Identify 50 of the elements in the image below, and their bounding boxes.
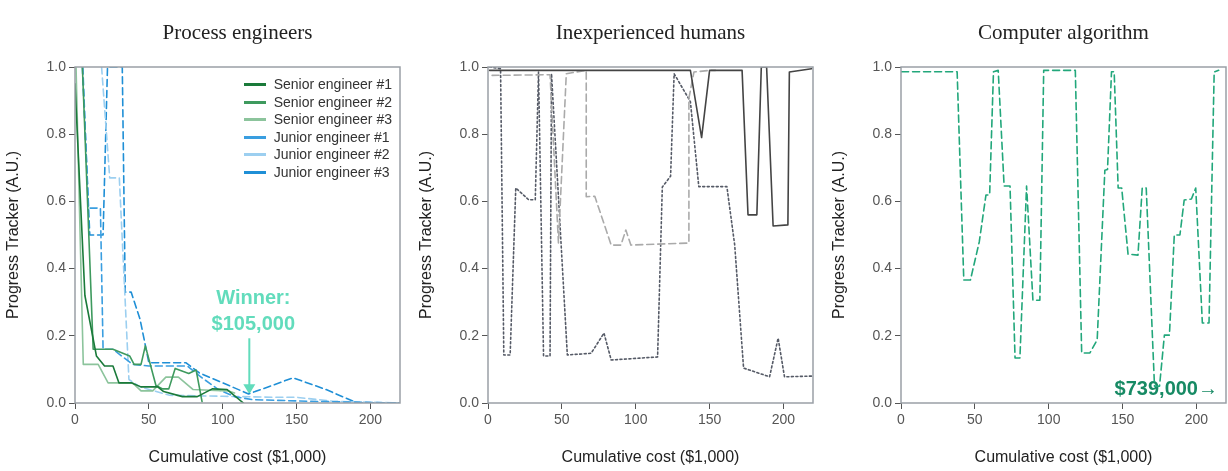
- x-axis-title: Cumulative cost ($1,000): [148, 447, 327, 465]
- x-tick-label: 50: [967, 411, 983, 428]
- chart-title: Computer algorithm: [977, 20, 1150, 45]
- y-axis-title: Progress Tracker (A.U.): [417, 150, 435, 320]
- y-tick-label: 0.0: [46, 393, 67, 410]
- legend-label: Junior engineer #2: [273, 146, 390, 164]
- x-tick-label: 0: [71, 411, 80, 428]
- y-tick-label: 0.0: [459, 393, 480, 410]
- y-tick-label: 0.4: [872, 259, 893, 276]
- y-tick-label: 1.0: [46, 57, 67, 74]
- legend-label: Senior engineer #3: [273, 111, 392, 129]
- x-tick-label: 150: [697, 411, 722, 428]
- x-tick-label: 150: [284, 411, 309, 428]
- legend-label: Junior engineer #3: [273, 163, 390, 181]
- y-tick-label: 0.4: [46, 259, 67, 276]
- chart-title: Inexperienced humans: [554, 20, 747, 45]
- y-tick-label: 0.2: [872, 326, 893, 343]
- x-tick-label: 100: [211, 411, 235, 428]
- y-tick-label: 1.0: [459, 57, 480, 74]
- y-tick-label: 0.6: [872, 192, 893, 209]
- y-tick-label: 0.8: [459, 125, 480, 142]
- x-tick-label: 50: [554, 411, 570, 428]
- y-tick-label: 0.2: [459, 326, 480, 343]
- x-axis-title: Cumulative cost ($1,000): [561, 447, 740, 465]
- legend-label: Senior engineer #2: [273, 93, 392, 111]
- y-tick-label: 0.4: [459, 259, 480, 276]
- x-tick-label: 200: [1184, 411, 1209, 428]
- x-tick-label: 200: [771, 411, 796, 428]
- x-tick-label: 0: [897, 411, 906, 428]
- x-tick-label: 100: [624, 411, 648, 428]
- legend-label: Junior engineer #1: [273, 128, 390, 146]
- x-tick-label: 100: [1037, 411, 1061, 428]
- x-tick-label: 150: [1110, 411, 1135, 428]
- y-tick-label: 1.0: [872, 57, 893, 74]
- y-axis-title: Progress Tracker (A.U.): [830, 150, 848, 320]
- x-tick-label: 200: [358, 411, 383, 428]
- y-tick-label: 0.8: [872, 125, 893, 142]
- chart-title: Process engineers: [161, 20, 314, 45]
- x-tick-label: 50: [141, 411, 157, 428]
- y-axis-title: Progress Tracker (A.U.): [4, 150, 22, 320]
- y-tick-label: 0.8: [46, 125, 67, 142]
- y-tick-label: 0.0: [872, 393, 893, 410]
- legend-label: Senior engineer #1: [273, 76, 392, 94]
- y-tick-label: 0.6: [46, 192, 67, 209]
- y-tick-label: 0.6: [459, 192, 480, 209]
- y-tick-label: 0.2: [46, 326, 67, 343]
- annotation: Winner: $105,000: [211, 286, 296, 335]
- x-tick-label: 0: [484, 411, 493, 428]
- x-axis-title: Cumulative cost ($1,000): [974, 447, 1153, 465]
- annotation: $739,000→: [1114, 377, 1218, 399]
